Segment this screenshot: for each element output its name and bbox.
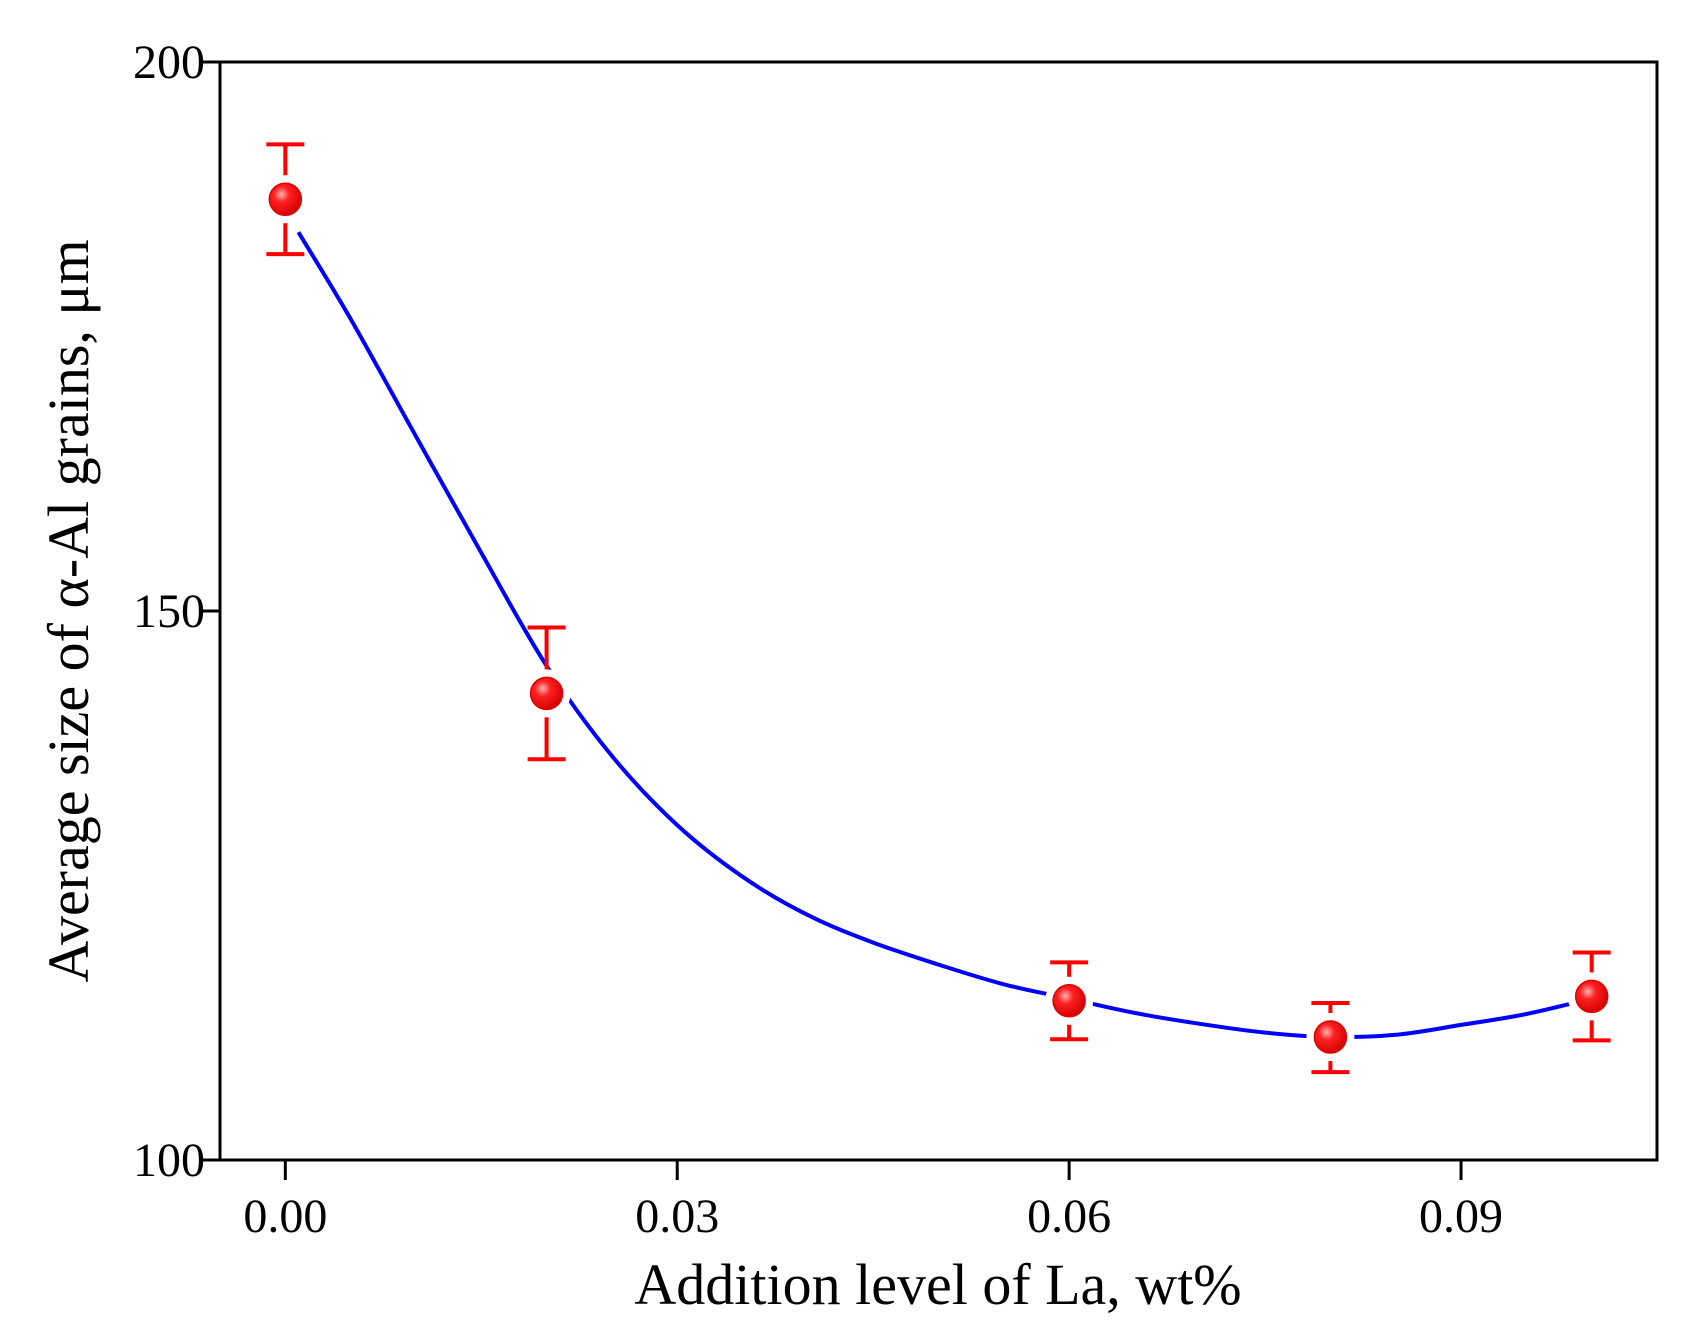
data-point: [1313, 1020, 1348, 1054]
x-tick-label: 0.00: [243, 1190, 327, 1243]
x-tick-label: 0.06: [1027, 1190, 1111, 1243]
x-tick-label: 0.09: [1419, 1190, 1503, 1243]
data-point: [529, 676, 564, 711]
y-tick-label: 100: [133, 1134, 205, 1187]
y-tick-label: 200: [133, 36, 205, 89]
y-tick-label: 150: [133, 585, 205, 638]
tick-layer: 0.00 0.03 0.06 0.09 100 150 200: [133, 36, 1503, 1243]
data-point: [1574, 979, 1609, 1014]
error-bar-layer: [266, 142, 1611, 1075]
y-axis-title: Average size of α-Al grains, μm: [36, 239, 101, 982]
fit-curve-layer: [296, 231, 1593, 1040]
marker-layer: [261, 175, 1616, 1062]
plot-frame: [218, 60, 1659, 1162]
x-tick-label: 0.03: [635, 1190, 719, 1243]
data-point: [1052, 984, 1086, 1018]
x-axis-title: Addition level of La, wt%: [634, 1252, 1241, 1317]
data-point: [268, 182, 303, 216]
fit-curve: [296, 231, 1593, 1040]
